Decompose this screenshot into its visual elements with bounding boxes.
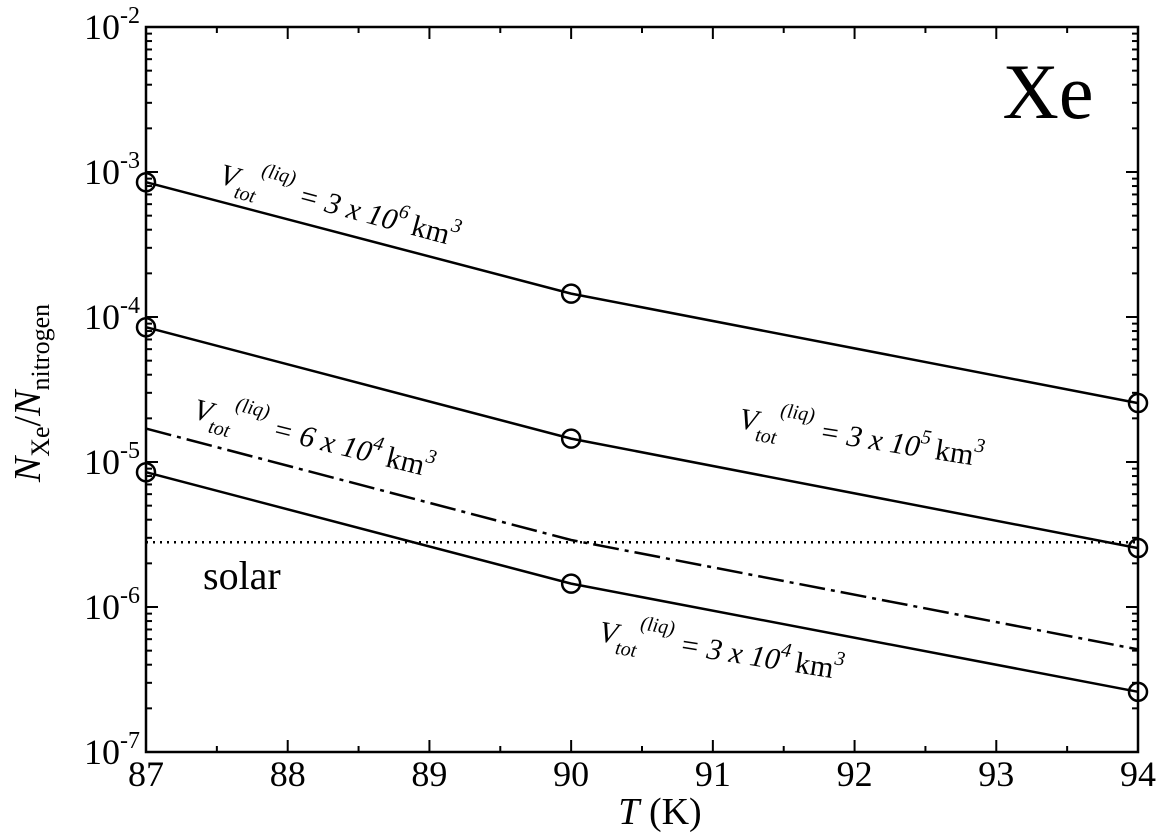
y-tick-base: 10 bbox=[84, 732, 120, 772]
ann-3e5-sub: tot bbox=[754, 424, 779, 449]
annotation-3e6: Vtot(liq) = 3 x 106km3 bbox=[214, 149, 465, 261]
y-label-n1: N bbox=[7, 454, 49, 483]
tick-marks bbox=[145, 26, 1139, 753]
ann-6e4-sup: (liq) bbox=[233, 394, 272, 424]
ann-6e4-unit: km bbox=[383, 441, 428, 482]
x-tick-label: 91 bbox=[695, 754, 731, 794]
x-tick-label: 90 bbox=[553, 754, 589, 794]
x-tick-label: 88 bbox=[270, 754, 306, 794]
annotation-3e4: Vtot(liq) = 3 x 104km3 bbox=[596, 606, 848, 694]
series-line-1 bbox=[145, 325, 1139, 550]
series-layer bbox=[135, 171, 1149, 703]
y-tick-label: 10-5 bbox=[84, 438, 140, 482]
y-tick-base: 10 bbox=[84, 152, 120, 192]
y-label-sub2: nitrogen bbox=[26, 304, 55, 391]
ann-6e4-eq: = 6 x 10 bbox=[262, 411, 375, 469]
series-point-1 bbox=[560, 428, 582, 449]
series-line-2 bbox=[145, 470, 1139, 694]
x-tick-label: 92 bbox=[837, 754, 873, 794]
svg-text:Vtot(liq) = 6 x 104km3: Vtot(liq) = 6 x 104km3 bbox=[188, 384, 440, 492]
y-tick-base: 10 bbox=[84, 297, 120, 337]
ann-6e4-sub: tot bbox=[206, 416, 232, 443]
svg-text:Vtot(liq) = 3 x 104km3: Vtot(liq) = 3 x 104km3 bbox=[596, 606, 848, 694]
y-tick-exp: -4 bbox=[120, 293, 140, 319]
y-tick-exp: -6 bbox=[120, 583, 140, 609]
y-label-n2: N bbox=[7, 388, 49, 417]
x-tick-label: 87 bbox=[128, 754, 164, 794]
x-tick-label: 89 bbox=[411, 754, 447, 794]
ann-3e4-unitpow: 3 bbox=[832, 647, 846, 670]
annotation-6e4: Vtot(liq) = 6 x 104km3 bbox=[188, 384, 440, 492]
svg-text:Vtot(liq) = 3 x 105km3: Vtot(liq) = 3 x 105km3 bbox=[736, 393, 988, 481]
y-tick-label: 10-4 bbox=[84, 293, 140, 337]
x-tick-label: 93 bbox=[978, 754, 1014, 794]
y-tick-exp: -3 bbox=[120, 148, 140, 174]
plot-frame bbox=[144, 25, 1140, 754]
y-axis-label: NXe/Nnitrogen bbox=[7, 304, 55, 483]
ann-3e4-sub: tot bbox=[614, 637, 639, 662]
annotation-3e5: Vtot(liq) = 3 x 105km3 bbox=[736, 393, 988, 481]
y-tick-exp: -7 bbox=[120, 728, 140, 754]
ann-3e6-eq: = 3 x 10 bbox=[288, 177, 401, 237]
y-tick-label: 10-3 bbox=[84, 148, 140, 192]
ann-3e6-sup: (liq) bbox=[259, 159, 298, 189]
ann-3e5-unitpow: 3 bbox=[972, 434, 986, 457]
series-line-3 bbox=[145, 427, 1139, 651]
ann-3e4-sup: (liq) bbox=[639, 613, 677, 640]
ann-3e6-unit: km bbox=[408, 209, 454, 251]
ann-3e5-sup: (liq) bbox=[779, 400, 817, 427]
x-tick-labels: 87 88 89 90 91 92 93 94 bbox=[128, 754, 1156, 794]
y-tick-base: 10 bbox=[84, 587, 120, 627]
ann-3e5-eq: = 3 x 10 bbox=[810, 414, 922, 464]
y-tick-exp: -2 bbox=[120, 3, 140, 29]
y-label-sep: / bbox=[7, 415, 49, 426]
x-axis-label-unit: (K) bbox=[639, 791, 701, 833]
ann-3e4-eq: = 3 x 10 bbox=[670, 627, 782, 677]
series-point-2 bbox=[560, 573, 582, 594]
ann-6e4-unitpow: 3 bbox=[423, 445, 439, 469]
y-label-sub1: Xe bbox=[26, 426, 55, 456]
x-tick-label: 94 bbox=[1120, 754, 1156, 794]
series-line-0 bbox=[145, 180, 1139, 405]
series-point-0 bbox=[560, 283, 582, 304]
y-tick-exp: -5 bbox=[120, 438, 140, 464]
solar-label: solar bbox=[203, 553, 281, 598]
y-tick-label: 10-7 bbox=[84, 728, 140, 772]
x-axis-label: T (K) bbox=[618, 791, 701, 833]
y-tick-label: 10-6 bbox=[84, 583, 140, 627]
ann-3e6-sub: tot bbox=[232, 181, 259, 208]
svg-text:Vtot(liq) = 3 x 106km3: Vtot(liq) = 3 x 106km3 bbox=[214, 149, 465, 261]
chart-title: Xe bbox=[1003, 48, 1094, 135]
x-axis-label-symbol: T bbox=[618, 791, 642, 833]
y-tick-base: 10 bbox=[84, 7, 120, 47]
y-tick-label: 10-2 bbox=[84, 3, 140, 47]
ann-3e4-unit: km bbox=[793, 646, 836, 685]
y-tick-base: 10 bbox=[84, 442, 120, 482]
ann-3e5-unit: km bbox=[933, 433, 976, 472]
y-tick-labels: 10-710-610-510-410-310-2 bbox=[84, 3, 140, 772]
ann-3e4-pow: 4 bbox=[780, 639, 793, 662]
ann-3e5-pow: 5 bbox=[920, 426, 933, 449]
